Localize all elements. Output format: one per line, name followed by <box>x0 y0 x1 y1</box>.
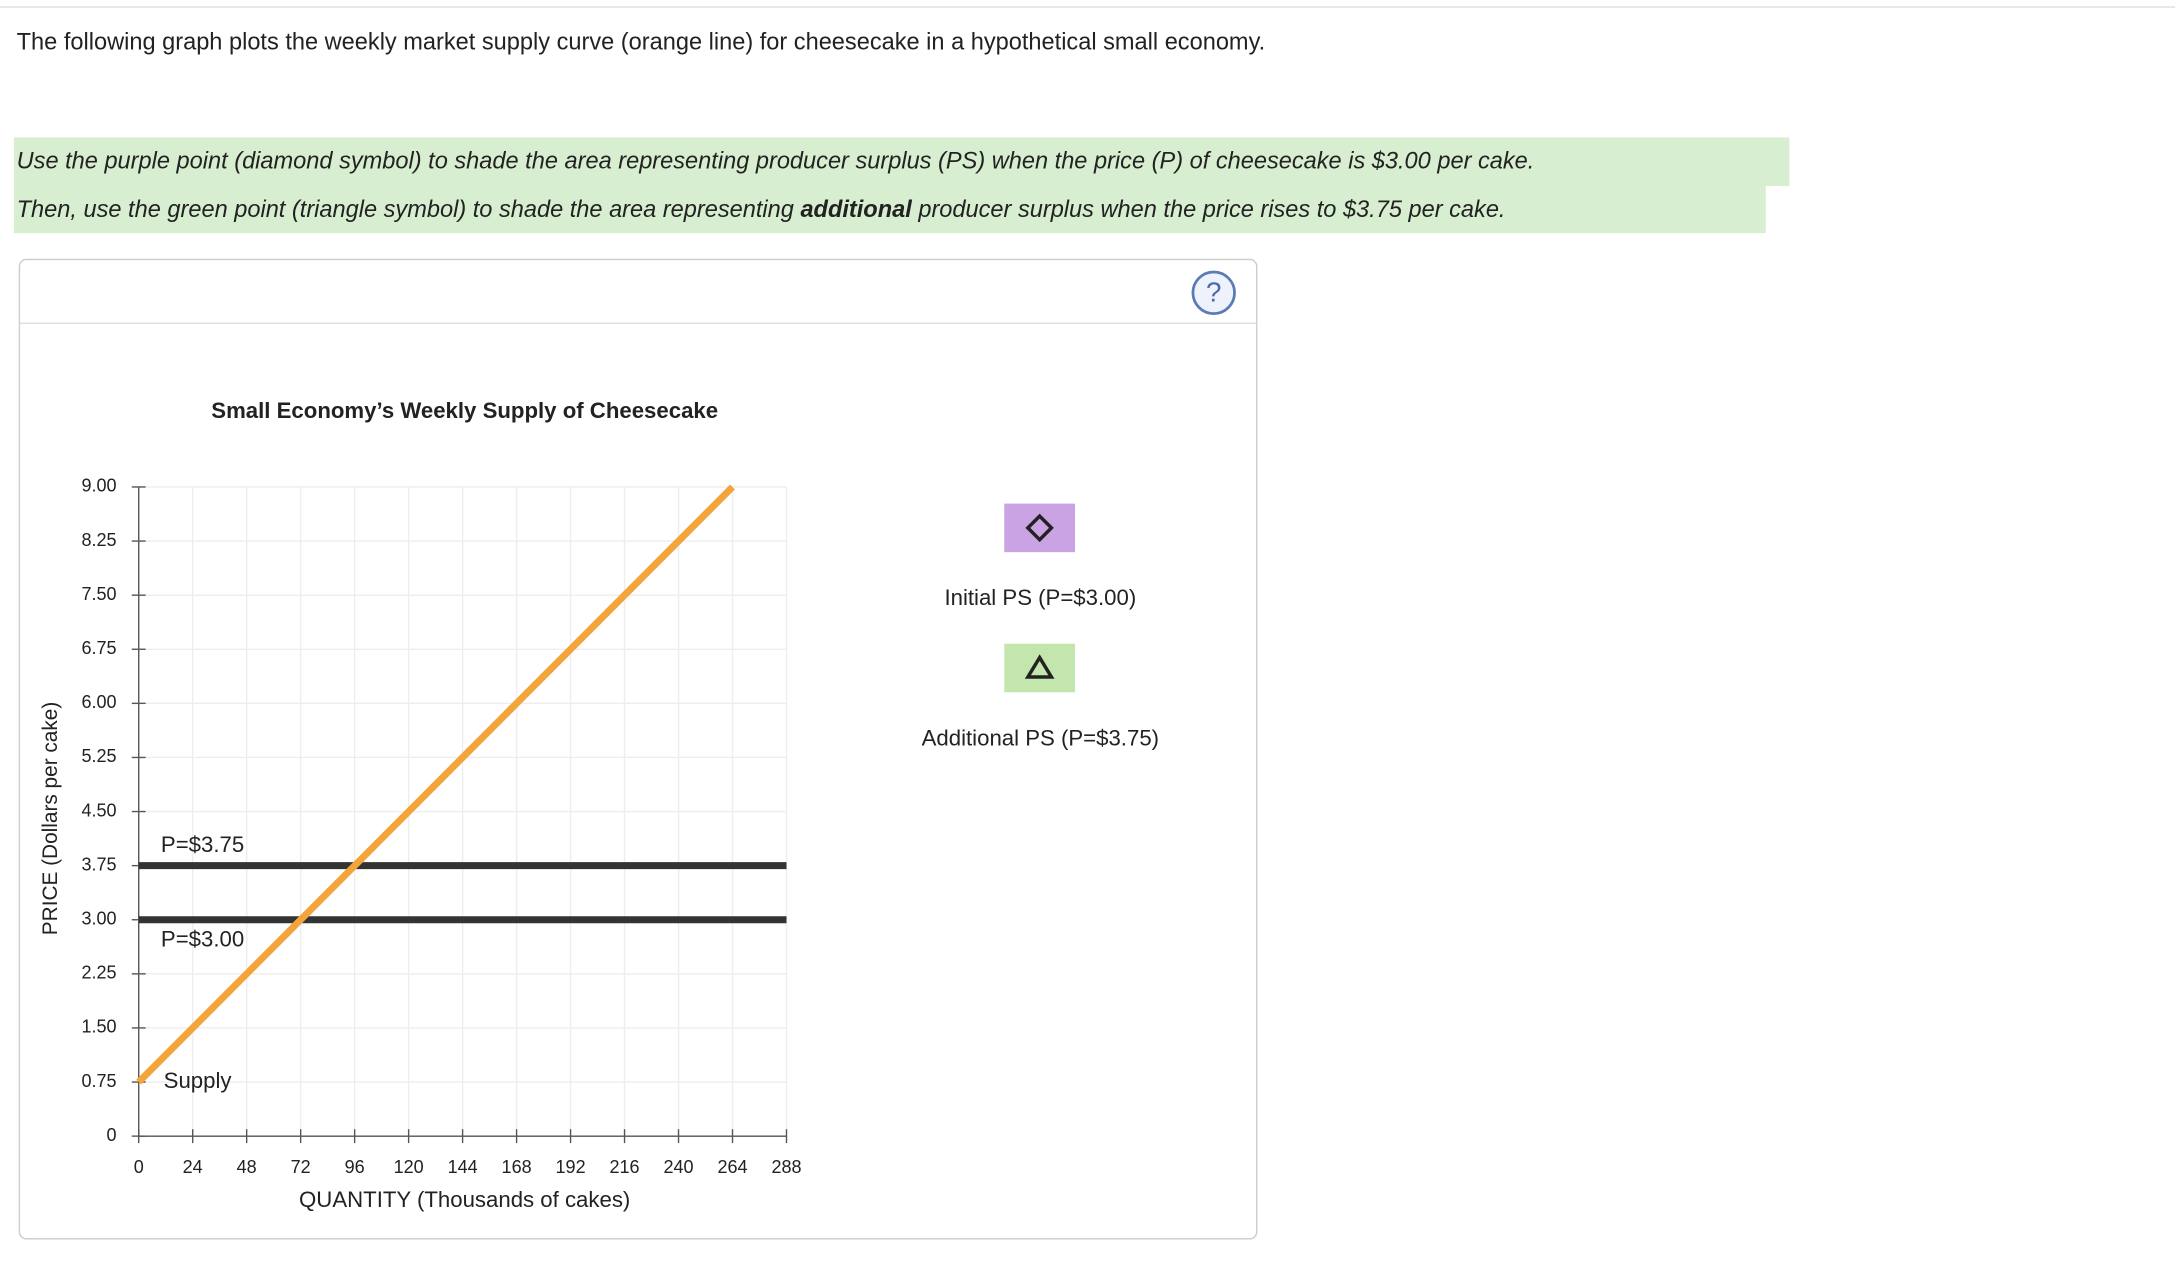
highlight <box>13 185 1766 234</box>
instruction-bold: additional <box>800 196 912 222</box>
diamond-symbol[interactable] <box>1025 513 1054 543</box>
y-tick-label: 9.00 <box>81 476 116 496</box>
help-icon[interactable]: ? <box>1206 276 1221 307</box>
instruction: Then, use the green point (triangle symb… <box>17 196 1506 222</box>
help-button[interactable] <box>1191 270 1236 315</box>
x-tick-label: 192 <box>556 1157 586 1177</box>
x-tick-label: 264 <box>717 1157 747 1177</box>
x-tick-label: 48 <box>237 1157 257 1177</box>
tool-label: Initial PS (P=$3.00) <box>944 585 1136 610</box>
series-line <box>136 484 735 1085</box>
y-tick-label: 3.00 <box>81 909 116 929</box>
panel <box>18 258 1258 1240</box>
y-tick-label: 8.25 <box>81 530 116 550</box>
y-tick-label: 6.00 <box>81 692 116 712</box>
instruction-part: Then, use the green point (triangle symb… <box>17 196 801 222</box>
x-tick-label: 216 <box>610 1157 640 1177</box>
y-axis-label: PRICE (Dollars per cake) <box>39 702 62 935</box>
y-tick-label: 6.75 <box>81 638 116 658</box>
instruction: Use the purple point (diamond symbol) to… <box>17 148 1535 174</box>
tool-swatch[interactable] <box>1004 643 1076 693</box>
y-tick-label: 2.25 <box>81 963 116 983</box>
x-tick-label: 168 <box>502 1157 532 1177</box>
x-tick-label: 72 <box>291 1157 311 1177</box>
intro: The following graph plots the weekly mar… <box>17 28 1266 54</box>
instruction-part: producer surplus when the price rises to… <box>912 196 1506 222</box>
x-tick-label: 144 <box>448 1157 478 1177</box>
chart-title: Small Economy’s Weekly Supply of Cheesec… <box>211 398 718 423</box>
y-tick-label: 0.75 <box>81 1071 116 1091</box>
x-tick-label: 0 <box>134 1157 144 1177</box>
highlight <box>13 137 1790 186</box>
y-tick-label: 7.50 <box>81 584 116 604</box>
plot: 0 0.75 1.50 2.25 3.00 3.75 4.50 5.25 6.00 6.75 7.5… <box>81 476 801 1177</box>
y-tick-label: 4.50 <box>81 800 116 820</box>
y-tick-label: 3.75 <box>81 854 116 874</box>
y-tick-label: 5.25 <box>81 746 116 766</box>
y-tick-label: 0 <box>106 1125 116 1145</box>
series-label: Supply <box>164 1068 233 1093</box>
x-tick-label: 288 <box>771 1157 801 1177</box>
y-tick-label: 1.50 <box>81 1017 116 1037</box>
x-tick-label: 120 <box>394 1157 424 1177</box>
x-tick-label: 96 <box>345 1157 365 1177</box>
series-label: P=$3.00 <box>161 926 244 951</box>
triangle-symbol[interactable] <box>1024 654 1055 679</box>
x-axis-label: QUANTITY (Thousands of cakes) <box>299 1187 630 1212</box>
tool-label: Additional PS (P=$3.75) <box>922 725 1159 750</box>
x-tick-label: 24 <box>183 1157 203 1177</box>
tool-swatch[interactable] <box>1004 503 1076 553</box>
x-tick-label: 240 <box>664 1157 694 1177</box>
series-label: P=$3.75 <box>161 832 244 857</box>
